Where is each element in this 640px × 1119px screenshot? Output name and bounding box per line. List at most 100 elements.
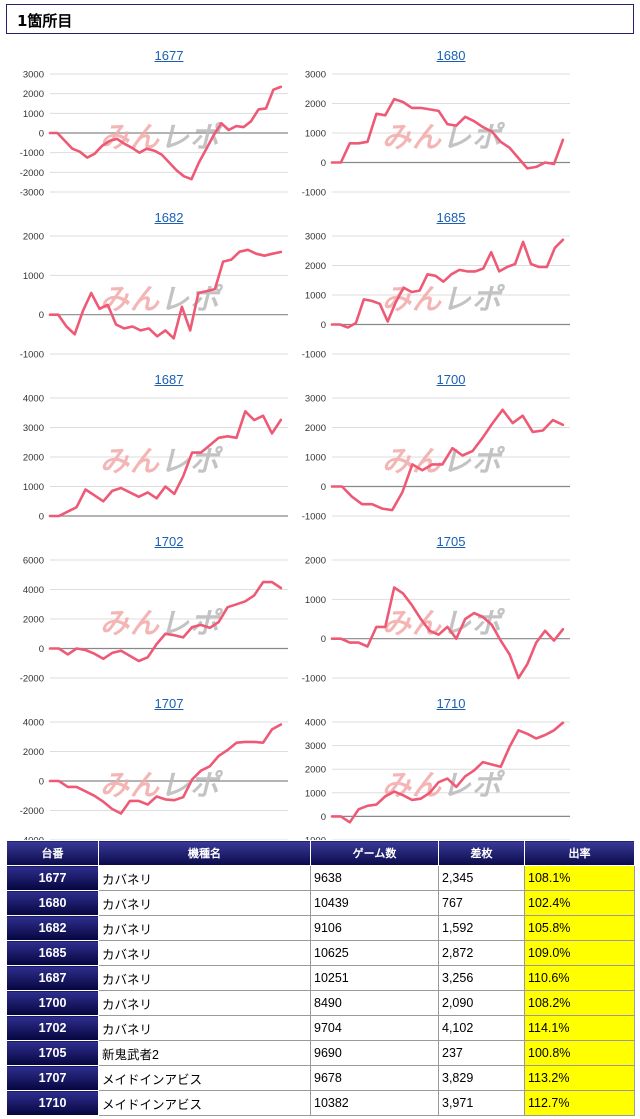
watermark-logo: みんレポ xyxy=(100,607,224,640)
y-tick-label: 3000 xyxy=(305,741,326,752)
section-header: 1箇所目 xyxy=(6,4,634,34)
game-count-cell: 8490 xyxy=(310,990,439,1016)
chart-1702: 1702 -2000 0 2000 4000 6000 みんレポ xyxy=(8,534,308,685)
chart-plot: -1000 0 1000 2000 3000 みんレポ xyxy=(302,70,570,199)
payout-rate-cell: 108.1% xyxy=(524,865,635,891)
chart-plot: -1000 0 1000 2000 3000 みんレポ xyxy=(302,232,570,361)
chart-title-link[interactable]: 1687 xyxy=(154,372,184,387)
y-tick-label: 2000 xyxy=(23,232,44,243)
diff-coins-cell: 3,256 xyxy=(438,965,525,991)
y-tick-label: 2000 xyxy=(23,453,44,464)
y-tick-label: 2000 xyxy=(305,261,326,272)
series-line xyxy=(330,586,565,680)
table-row: 1707 メイドインアビス 9678 3,829 113.2% xyxy=(6,1065,635,1091)
y-tick-label: 1000 xyxy=(23,271,44,282)
y-tick-label: 2000 xyxy=(23,615,44,626)
model-name-cell: カバネリ xyxy=(98,965,311,991)
diff-coins-cell: 2,872 xyxy=(438,940,525,966)
machine-number-cell: 1680 xyxy=(6,890,99,916)
machine-number-cell: 1705 xyxy=(6,1040,99,1066)
y-tick-label: 0 xyxy=(39,777,44,788)
table-row: 1680 カバネリ 10439 767 102.4% xyxy=(6,890,635,916)
series-line xyxy=(48,85,283,181)
watermark-logo: みんレポ xyxy=(382,283,506,316)
chart-title-link[interactable]: 1700 xyxy=(436,372,466,387)
chart-title-link[interactable]: 1705 xyxy=(436,534,466,549)
model-name-cell: メイドインアビス xyxy=(98,1090,311,1116)
game-count-cell: 10625 xyxy=(310,940,439,966)
chart-title-link[interactable]: 1677 xyxy=(154,48,184,63)
payout-rate-cell: 113.2% xyxy=(524,1065,635,1091)
game-count-cell: 9678 xyxy=(310,1065,439,1091)
watermark-logo: みんレポ xyxy=(100,283,224,316)
model-name-cell: カバネリ xyxy=(98,915,311,941)
diff-coins-cell: 2,090 xyxy=(438,990,525,1016)
chart-plot: 0 1000 2000 3000 4000 みんレポ xyxy=(23,394,288,523)
y-tick-label: 3000 xyxy=(23,423,44,434)
table-header-row: 台番 機種名 ゲーム数 差枚 出率 xyxy=(6,840,635,866)
y-tick-label: 6000 xyxy=(23,556,44,567)
chart-title-link[interactable]: 1710 xyxy=(436,696,466,711)
game-count-cell: 9106 xyxy=(310,915,439,941)
chart-plot: -1000 0 1000 2000 みんレポ xyxy=(20,232,288,361)
model-name-cell: メイドインアビス xyxy=(98,1065,311,1091)
game-count-cell: 9704 xyxy=(310,1015,439,1041)
watermark-logo: みんレポ xyxy=(382,121,506,154)
series-line xyxy=(330,97,565,170)
y-tick-label: 1000 xyxy=(305,291,326,302)
machine-number-cell: 1687 xyxy=(6,965,99,991)
table-row: 1682 カバネリ 9106 1,592 105.8% xyxy=(6,915,635,941)
machine-number-cell: 1702 xyxy=(6,1015,99,1041)
series-line xyxy=(48,409,283,518)
y-tick-label: 1000 xyxy=(305,788,326,799)
machine-number-cell: 1707 xyxy=(6,1065,99,1091)
table-row: 1710 メイドインアビス 10382 3,971 112.7% xyxy=(6,1090,635,1116)
y-tick-label: -1000 xyxy=(302,512,326,523)
watermark-logo: みんレポ xyxy=(100,445,224,478)
y-tick-label: 2000 xyxy=(305,556,326,567)
machine-number-cell: 1685 xyxy=(6,940,99,966)
series-line xyxy=(330,408,565,512)
y-tick-label: 2000 xyxy=(305,765,326,776)
diff-coins-cell: 2,345 xyxy=(438,865,525,891)
y-tick-label: 0 xyxy=(321,158,326,169)
chart-title-link[interactable]: 1685 xyxy=(436,210,466,225)
diff-coins-cell: 767 xyxy=(438,890,525,916)
diff-coins-cell: 237 xyxy=(438,1040,525,1066)
chart-title-link[interactable]: 1702 xyxy=(154,534,184,549)
y-tick-label: 0 xyxy=(39,644,44,655)
y-tick-label: 1000 xyxy=(305,595,326,606)
chart-1677: 1677 -3000 -2000 -1000 0 1000 2000 3000 みんレポ xyxy=(8,48,308,199)
series-line xyxy=(48,248,283,340)
machine-number-cell: 1700 xyxy=(6,990,99,1016)
model-name-cell: カバネリ xyxy=(98,940,311,966)
y-tick-label: 0 xyxy=(39,129,44,140)
game-count-cell: 10439 xyxy=(310,890,439,916)
chart-1710: 1710-100001000200030004000みんレポ xyxy=(290,696,590,847)
model-name-cell: カバネリ xyxy=(98,865,311,891)
chart-title-link[interactable]: 1682 xyxy=(154,210,184,225)
payout-rate-cell: 112.7% xyxy=(524,1090,635,1116)
y-tick-label: 0 xyxy=(321,634,326,645)
series-line xyxy=(330,238,565,329)
diff-coins-cell: 1,592 xyxy=(438,915,525,941)
machine-number-cell: 1677 xyxy=(6,865,99,891)
y-tick-label: 2000 xyxy=(305,99,326,110)
chart-title-link[interactable]: 1707 xyxy=(154,696,184,711)
machine-number-cell: 1710 xyxy=(6,1090,99,1116)
y-tick-label: 4000 xyxy=(305,718,326,729)
payout-rate-cell: 110.6% xyxy=(524,965,635,991)
chart-title-link[interactable]: 1680 xyxy=(436,48,466,63)
y-tick-label: -3000 xyxy=(20,188,44,199)
y-tick-label: 0 xyxy=(321,812,326,823)
y-tick-label: 0 xyxy=(321,482,326,493)
model-name-cell: カバネリ xyxy=(98,890,311,916)
y-tick-label: 2000 xyxy=(23,747,44,758)
header-diff-coins: 差枚 xyxy=(438,840,525,866)
model-name-cell: カバネリ xyxy=(98,1015,311,1041)
series-line xyxy=(330,721,565,824)
y-tick-label: 1000 xyxy=(23,482,44,493)
